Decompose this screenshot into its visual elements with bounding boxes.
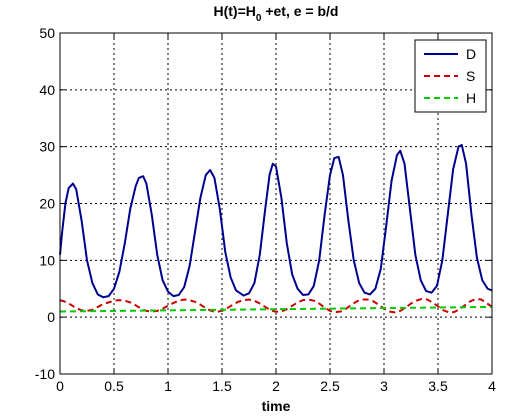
y-tick-label: 40 <box>39 82 55 98</box>
chart-title: H(t)=H0 +et, e = b/d <box>214 3 339 24</box>
series-line-d <box>59 143 493 299</box>
x-tick-label: 2.5 <box>320 378 340 394</box>
x-tick-label: 1.5 <box>212 378 232 394</box>
legend-label-s: S <box>466 68 475 84</box>
axis-ticks <box>59 32 493 375</box>
legend-label-h: H <box>466 90 476 106</box>
y-tick-label: 0 <box>47 309 55 325</box>
series-lines <box>59 143 493 314</box>
x-tick-label: 2 <box>272 378 280 394</box>
x-tick-label: 0 <box>56 378 64 394</box>
x-tick-label: 0.5 <box>104 378 124 394</box>
y-tick-label: 10 <box>39 252 55 268</box>
legend-label-d: D <box>466 46 476 62</box>
x-tick-label: 4 <box>488 378 496 394</box>
y-tick-label: -10 <box>35 366 55 382</box>
chart-title-rest: +et, e = b/d <box>261 3 338 19</box>
series-line-h <box>59 305 493 313</box>
y-tick-label: 30 <box>39 139 55 155</box>
legend: DSH <box>414 39 487 113</box>
x-tick-label: 1 <box>164 378 172 394</box>
x-axis-label: time <box>262 398 291 414</box>
y-tick-labels: -10 0 10 20 30 40 50 <box>35 25 55 382</box>
y-tick-label: 50 <box>39 25 55 41</box>
chart-title-main: H(t)=H <box>214 3 256 19</box>
series-line-s <box>59 297 493 314</box>
chart-title-subscript: 0 <box>256 13 262 24</box>
y-tick-label: 20 <box>39 196 55 212</box>
x-tick-label: 3 <box>380 378 388 394</box>
x-tick-label: 3.5 <box>428 378 448 394</box>
x-tick-labels: 0 0.5 1 1.5 2 2.5 3 3.5 4 <box>56 378 496 394</box>
